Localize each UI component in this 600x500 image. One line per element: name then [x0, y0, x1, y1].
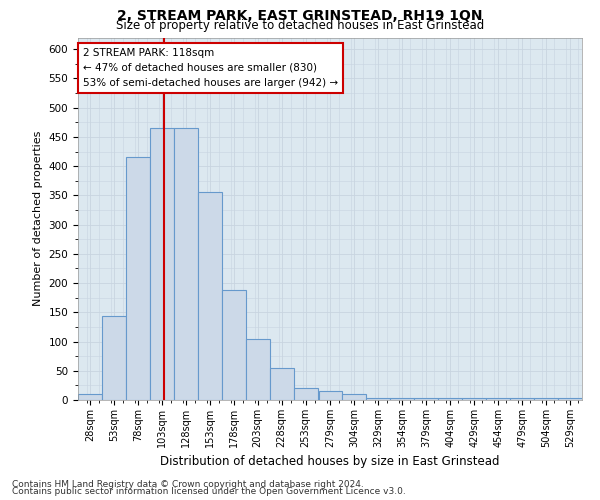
- Bar: [558, 398, 582, 400]
- Bar: [415, 398, 438, 400]
- Bar: [486, 398, 510, 400]
- Text: Contains HM Land Registry data © Crown copyright and database right 2024.: Contains HM Land Registry data © Crown c…: [12, 480, 364, 489]
- Bar: [126, 158, 150, 400]
- Text: 2 STREAM PARK: 118sqm
← 47% of detached houses are smaller (830)
53% of semi-det: 2 STREAM PARK: 118sqm ← 47% of detached …: [83, 48, 338, 88]
- Bar: [343, 394, 367, 400]
- Bar: [150, 128, 174, 400]
- Y-axis label: Number of detached properties: Number of detached properties: [33, 131, 43, 306]
- Bar: [245, 338, 269, 400]
- Bar: [510, 398, 534, 400]
- Bar: [367, 398, 391, 400]
- Bar: [391, 398, 415, 400]
- Bar: [102, 316, 126, 400]
- Bar: [78, 394, 102, 400]
- Bar: [438, 398, 462, 400]
- Bar: [174, 128, 198, 400]
- Text: 2, STREAM PARK, EAST GRINSTEAD, RH19 1QN: 2, STREAM PARK, EAST GRINSTEAD, RH19 1QN: [117, 9, 483, 23]
- Text: Contains public sector information licensed under the Open Government Licence v3: Contains public sector information licen…: [12, 487, 406, 496]
- Bar: [293, 388, 317, 400]
- X-axis label: Distribution of detached houses by size in East Grinstead: Distribution of detached houses by size …: [160, 456, 500, 468]
- Text: Size of property relative to detached houses in East Grinstead: Size of property relative to detached ho…: [116, 19, 484, 32]
- Bar: [319, 391, 343, 400]
- Bar: [269, 368, 293, 400]
- Bar: [462, 398, 486, 400]
- Bar: [198, 192, 222, 400]
- Bar: [534, 398, 558, 400]
- Bar: [222, 290, 245, 400]
